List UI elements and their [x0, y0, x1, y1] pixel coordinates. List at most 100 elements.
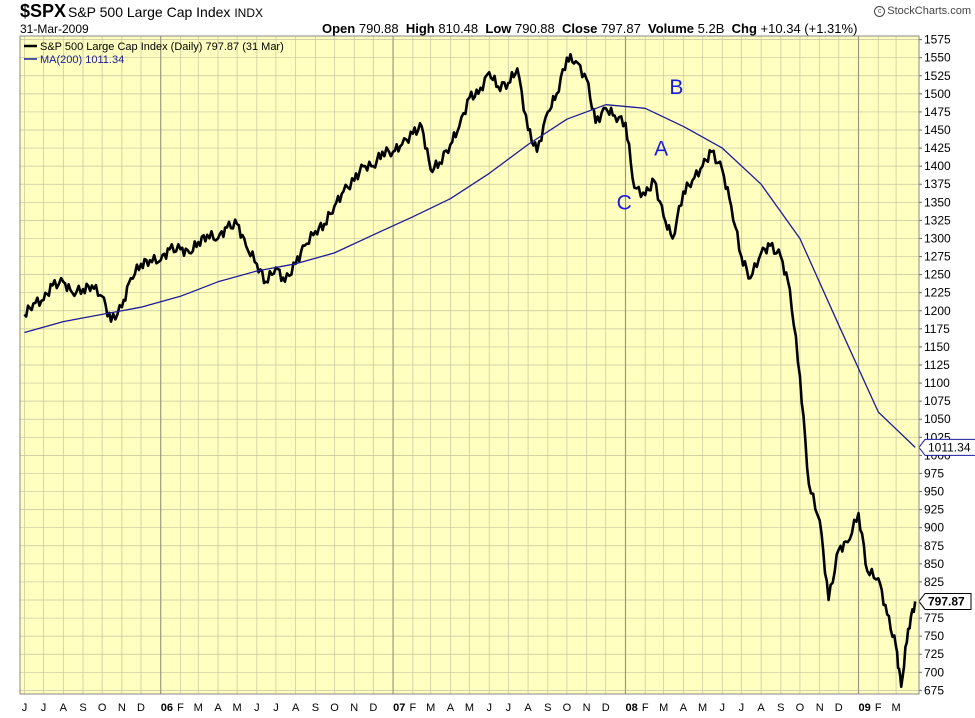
- ma200-series-line: [24, 104, 916, 448]
- close-value-tag: [918, 592, 972, 610]
- x-tick-label: O: [98, 702, 107, 714]
- x-tick-label: M: [233, 702, 242, 714]
- annotation-a: A: [654, 137, 668, 160]
- legend: S&P 500 Large Cap Index (Daily) 797.87 (…: [24, 41, 284, 66]
- y-tick-label: 1550: [924, 51, 951, 65]
- y-tick-label: 875: [924, 539, 944, 553]
- y-axis: 6757007257507758008258508759009259509751…: [919, 33, 951, 697]
- x-tick-label: N: [350, 702, 358, 714]
- value-tags: 797.87 1011.34: [918, 438, 975, 610]
- index-name-text: S&P 500 Large Cap Index: [68, 4, 231, 20]
- y-tick-label: 675: [924, 683, 944, 697]
- x-tick-label: D: [137, 702, 145, 714]
- quote-summary: Open 790.88 High 810.48 Low 790.88 Close…: [322, 21, 857, 36]
- open-label: Open: [322, 21, 356, 36]
- y-tick-label: 1250: [924, 268, 951, 282]
- y-tick-label: 825: [924, 575, 944, 589]
- x-tick-label: J: [720, 702, 726, 714]
- x-tick-label: J: [273, 702, 279, 714]
- x-tick-label: 09: [859, 702, 871, 714]
- x-tick-label: A: [757, 702, 765, 714]
- y-tick-label: 975: [924, 466, 944, 480]
- plot-frame: [19, 35, 920, 695]
- quote-date: 31-Mar-2009: [20, 22, 89, 36]
- volume-value: 5.2B: [697, 21, 725, 36]
- ticker-symbol: $SPX: [20, 1, 67, 21]
- y-tick-label: 1175: [924, 322, 950, 336]
- ma-value-tag-text: 1011.34: [928, 440, 971, 454]
- x-tick-label: A: [214, 702, 222, 714]
- low-label: Low: [485, 21, 512, 36]
- x-tick-label: A: [524, 702, 532, 714]
- close-label: Close: [562, 21, 598, 36]
- ma-value-tag: [918, 438, 975, 456]
- open-value: 790.88: [358, 21, 399, 36]
- x-tick-label: A: [60, 702, 68, 714]
- x-tick-label: O: [330, 702, 339, 714]
- x-tick-label: J: [486, 702, 492, 714]
- y-tick-label: 1350: [924, 195, 951, 209]
- x-tick-label: S: [312, 702, 319, 714]
- volume-label: Volume: [648, 21, 695, 36]
- x-tick-label: 06: [161, 702, 173, 714]
- x-tick-label: M: [194, 702, 203, 714]
- x-tick-label: F: [642, 702, 649, 714]
- y-tick-label: 850: [924, 557, 944, 571]
- high-label: High: [405, 21, 435, 36]
- x-tick-label: J: [22, 702, 28, 714]
- y-tick-label: 775: [924, 611, 944, 625]
- x-tick-label: F: [875, 702, 882, 714]
- brand: c StockCharts.com: [874, 5, 971, 17]
- x-tick-label: J: [254, 702, 260, 714]
- x-tick-label: F: [409, 702, 416, 714]
- x-tick-label: M: [426, 702, 435, 714]
- x-tick-label: A: [680, 702, 688, 714]
- x-tick-label: M: [465, 702, 474, 714]
- high-value: 810.48: [438, 21, 479, 36]
- y-tick-label: 1525: [924, 69, 951, 83]
- copyright-icon: c: [874, 6, 886, 17]
- x-tick-label: A: [447, 702, 455, 714]
- close-value: 797.87: [601, 21, 641, 36]
- y-tick-label: 1450: [924, 123, 951, 137]
- chg-label: Chg: [731, 21, 757, 36]
- x-tick-label: D: [602, 702, 610, 714]
- index-name: S&P 500 Large Cap Index INDX: [68, 4, 263, 20]
- y-tick-label: 700: [924, 665, 944, 679]
- y-tick-label: 1075: [924, 394, 951, 408]
- series-group: [23, 52, 917, 689]
- x-tick-label: N: [118, 702, 126, 714]
- x-tick-label: D: [835, 702, 843, 714]
- annotation-c: C: [617, 192, 632, 215]
- y-tick-label: 925: [924, 503, 944, 517]
- exchange-label: INDX: [234, 6, 263, 20]
- y-tick-label: 950: [924, 485, 944, 499]
- y-tick-label: 1150: [924, 340, 950, 354]
- x-tick-label: M: [698, 702, 707, 714]
- y-tick-label: 1225: [924, 286, 951, 300]
- annotation-b: B: [669, 76, 683, 99]
- x-tick-label: S: [79, 702, 86, 714]
- y-tick-label: 1425: [924, 141, 951, 155]
- y-tick-label: 1125: [924, 358, 950, 372]
- x-tick-label: N: [583, 702, 591, 714]
- y-tick-label: 1300: [924, 231, 951, 245]
- x-tick-label: S: [777, 702, 784, 714]
- y-tick-label: 1400: [924, 159, 951, 173]
- y-tick-label: 1375: [924, 177, 951, 191]
- price-series-line: [23, 52, 917, 689]
- chg-value: +10.34 (+1.31%): [760, 21, 858, 36]
- low-value: 790.88: [515, 21, 555, 36]
- close-value-tag-text: 797.87: [928, 594, 965, 608]
- x-tick-label: M: [659, 702, 668, 714]
- y-tick-label: 1050: [924, 412, 951, 426]
- chart-header: $SPX S&P 500 Large Cap Index INDX 31-Mar…: [0, 0, 975, 36]
- y-tick-label: 1500: [924, 87, 951, 101]
- x-tick-label: O: [563, 702, 572, 714]
- y-tick-label: 900: [924, 521, 944, 535]
- y-tick-label: 1575: [924, 33, 951, 47]
- x-tick-label: J: [739, 702, 745, 714]
- x-axis: J J A S O N D 06 F M A M J J A S O N D 07 F M A M J J A S O N D 08 F M A M J…: [22, 702, 901, 714]
- y-tick-label: 1275: [924, 250, 951, 264]
